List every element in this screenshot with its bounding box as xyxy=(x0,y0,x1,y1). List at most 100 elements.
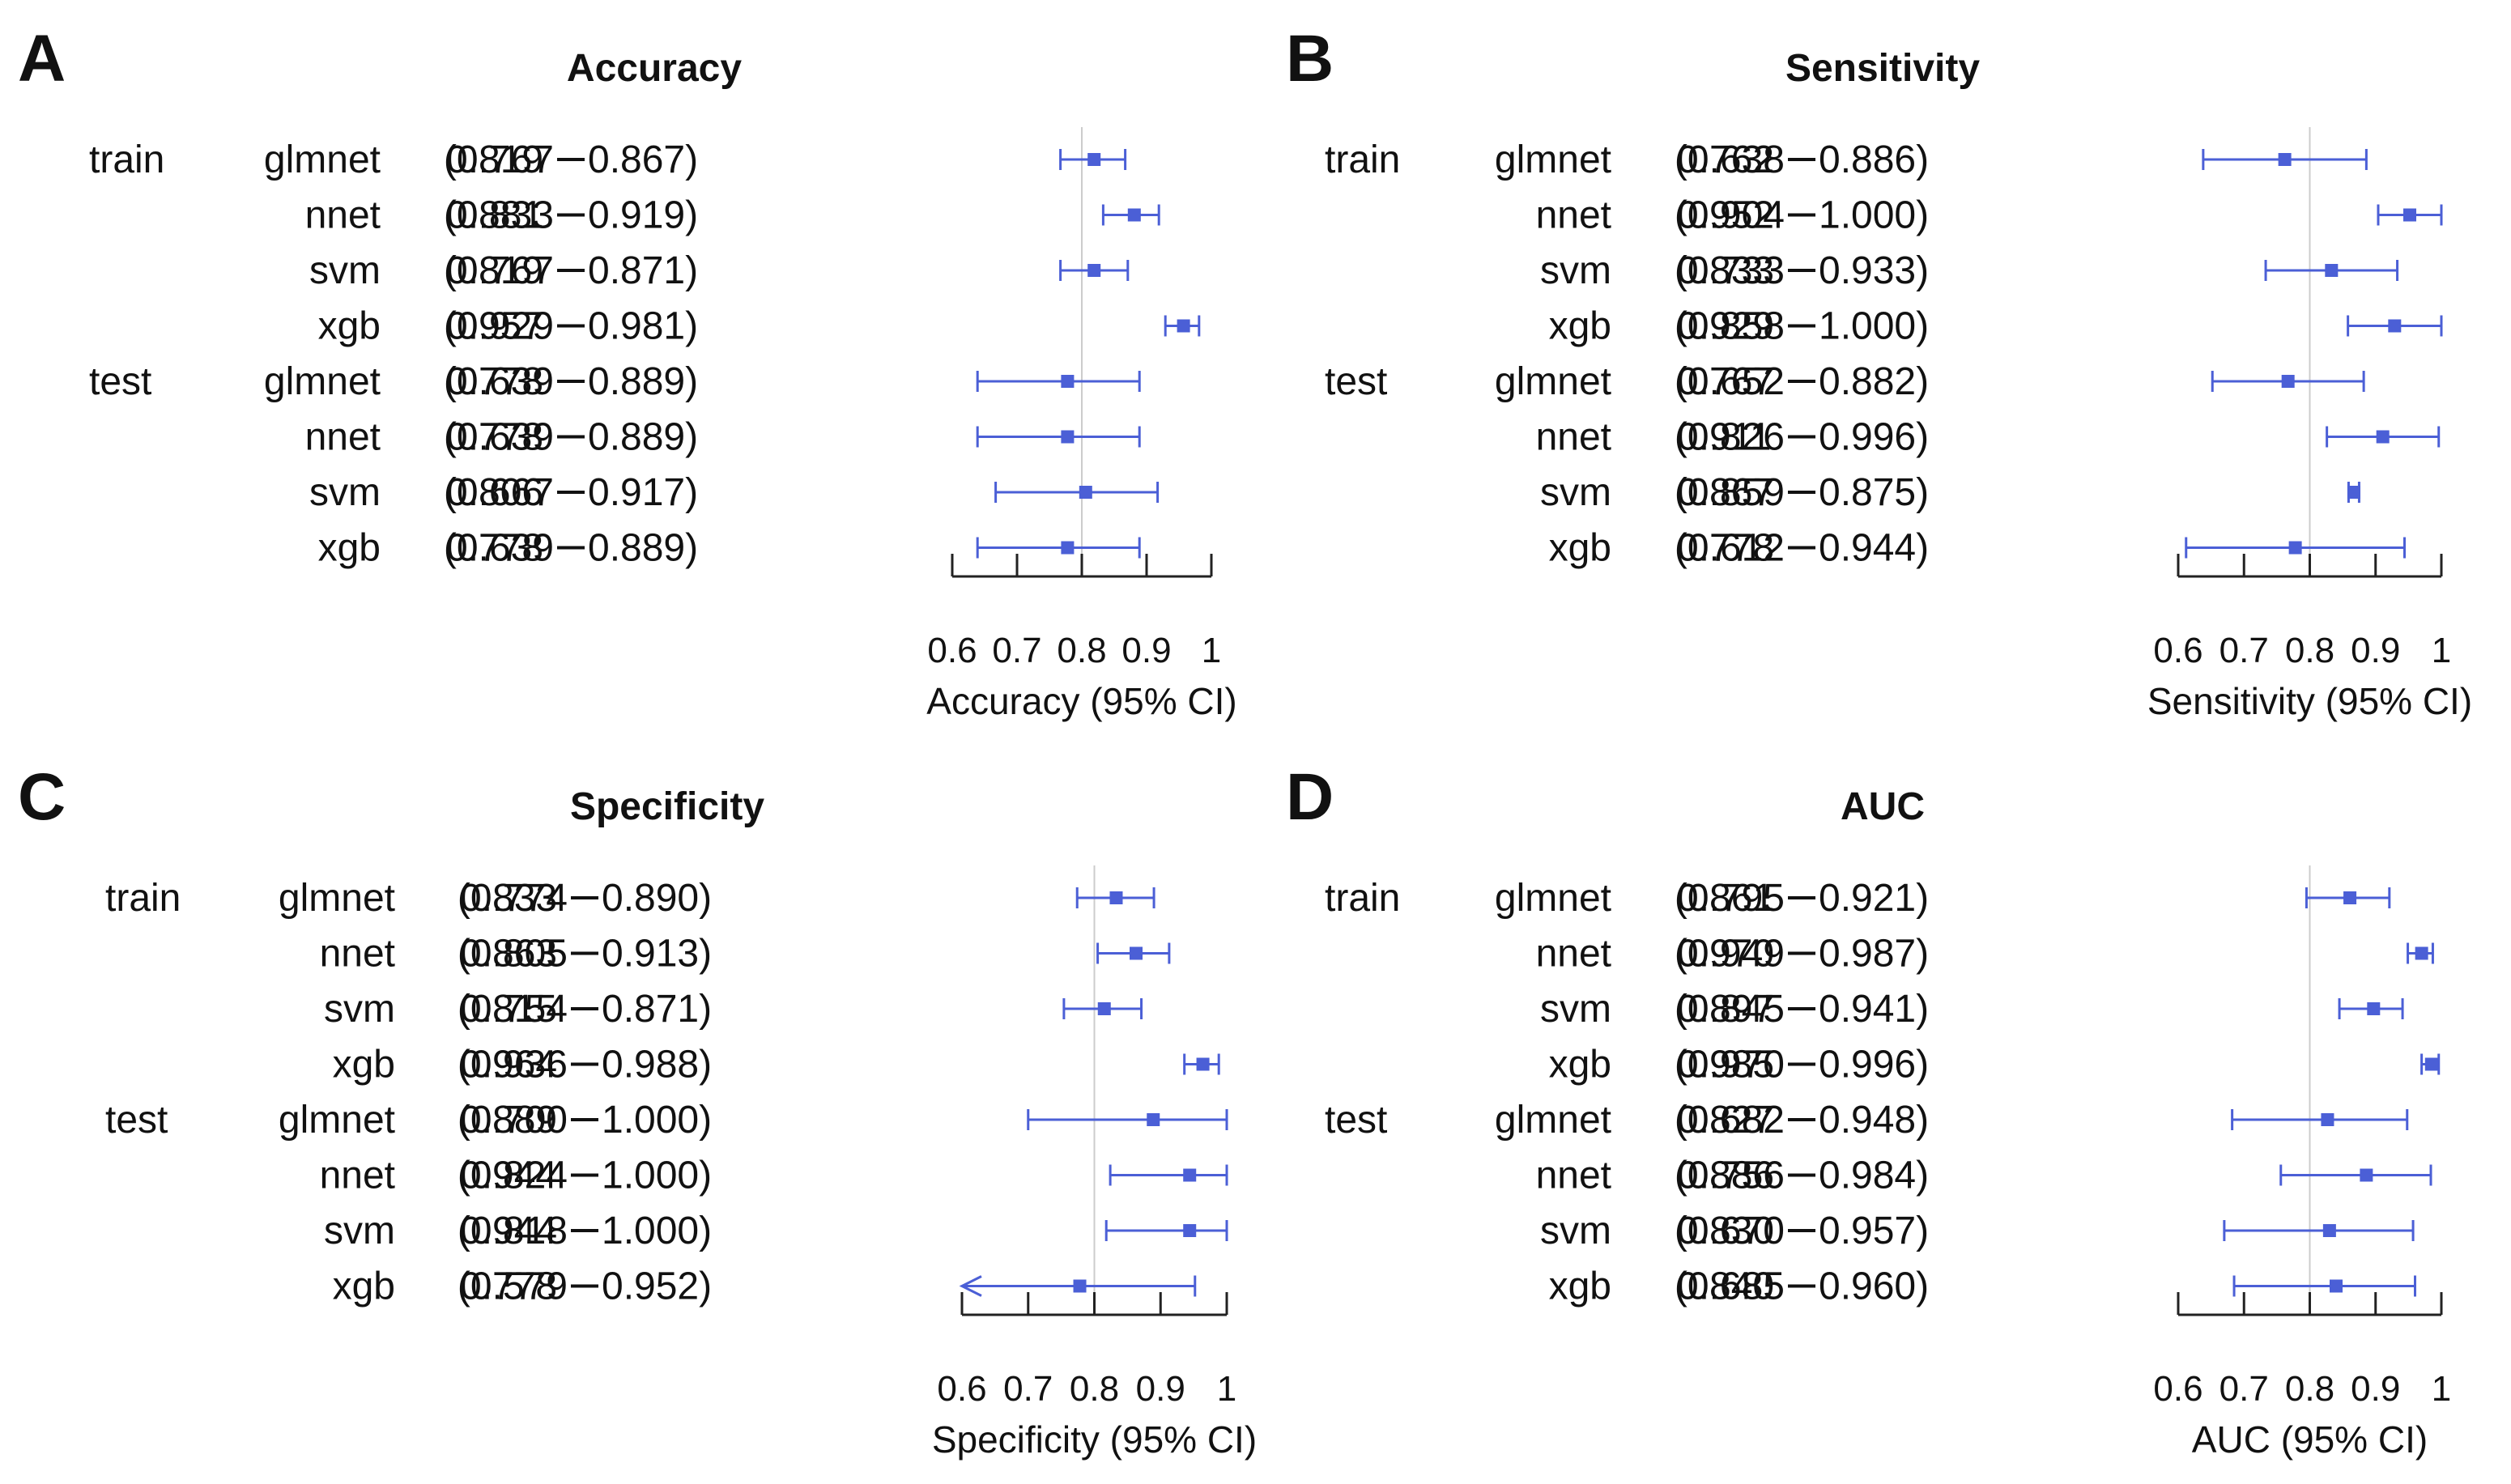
ci-lower-value: (0.970 xyxy=(1675,1044,1785,1086)
ci-lower-value: (0.638 xyxy=(1675,138,1785,181)
estimate-value: 0.833 xyxy=(460,877,557,920)
point-estimate xyxy=(2281,375,2295,388)
point-estimate xyxy=(2288,541,2302,555)
point-estimate xyxy=(2325,264,2339,277)
ci-lower-value: (0.774 xyxy=(458,877,568,920)
ci-lower-value: (0.929 xyxy=(444,305,554,348)
estimate-value: 0.806 xyxy=(446,471,543,514)
estimate-value: 0.827 xyxy=(1677,1099,1774,1142)
point-estimate xyxy=(2330,1279,2343,1293)
point-estimate xyxy=(2360,1168,2373,1182)
model-label: xgb xyxy=(318,527,381,570)
x-tick-label: 0.6 xyxy=(937,1369,986,1409)
x-axis-label: Sensitivity (95% CI) xyxy=(2147,680,2472,722)
panel-d: D AUC train glmnet 0.861(0.795 0.921) nnet 0.97… xyxy=(1286,760,2451,1461)
ci-upper-value: 1.000) xyxy=(602,1099,712,1142)
estimate-value: 0.830 xyxy=(1677,1210,1774,1252)
model-label: glmnet xyxy=(1495,877,1611,920)
estimate-value: 0.778 xyxy=(1677,527,1774,570)
panel-letter: D xyxy=(1286,760,1334,834)
model-label: nnet xyxy=(1536,194,1611,237)
point-estimate xyxy=(1130,946,1143,960)
model-label: nnet xyxy=(1536,933,1611,976)
ci-upper-value: 0.933) xyxy=(1819,249,1929,292)
point-estimate xyxy=(1196,1057,1210,1071)
estimate-value: 0.944 xyxy=(460,1210,557,1252)
point-estimate xyxy=(2424,1057,2438,1071)
point-estimate xyxy=(2343,891,2357,904)
ci-upper-value: 0.867) xyxy=(588,138,698,181)
ci-lower-value: (0.936 xyxy=(458,1044,568,1086)
ci-lower-value: (0.754 xyxy=(458,988,568,1031)
ci-upper-value: 0.988) xyxy=(602,1044,712,1086)
ci-upper-value: 1.000) xyxy=(1819,194,1929,237)
model-label: glmnet xyxy=(264,360,381,403)
estimate-value: 0.778 xyxy=(446,527,543,570)
ci-lower-value: (0.949 xyxy=(1675,933,1785,976)
model-label: nnet xyxy=(305,416,381,459)
point-estimate xyxy=(1061,375,1075,388)
ci-lower-value: (0.904 xyxy=(1675,194,1785,237)
ci-lower-value: (0.579 xyxy=(458,1265,568,1308)
estimate-value: 0.952 xyxy=(1677,194,1774,237)
ci-lower-value: (0.700 xyxy=(458,1099,568,1142)
group-label: test xyxy=(105,1099,168,1142)
model-label: svm xyxy=(309,471,381,514)
model-label: glmnet xyxy=(279,877,395,920)
point-estimate xyxy=(1073,1279,1087,1293)
ci-lower-value: (0.639 xyxy=(444,360,554,403)
ci-upper-value: 0.948) xyxy=(1819,1099,1929,1142)
x-tick-label: 0.6 xyxy=(2153,631,2202,670)
x-tick-label: 0.9 xyxy=(2351,631,2400,670)
model-label: xgb xyxy=(1549,305,1611,348)
ci-upper-value: 0.987) xyxy=(1819,933,1929,976)
panel-title: Specificity xyxy=(570,785,764,828)
ci-lower-value: (0.682 xyxy=(1675,1099,1785,1142)
group-label: train xyxy=(1325,138,1400,181)
ci-upper-value: 0.944) xyxy=(1819,527,1929,570)
ci-lower-value: (0.667 xyxy=(444,471,554,514)
ci-arrow-left xyxy=(959,1275,982,1297)
estimate-value: 0.778 xyxy=(460,1265,557,1308)
ci-upper-value: 0.919) xyxy=(588,194,698,237)
estimate-value: 0.886 xyxy=(1677,1154,1774,1197)
model-label: nnet xyxy=(320,1154,395,1197)
estimate-value: 0.767 xyxy=(1677,360,1774,403)
point-estimate xyxy=(2321,1113,2334,1126)
ci-lower-value: (0.639 xyxy=(444,416,554,459)
point-estimate xyxy=(1109,891,1123,904)
ci-upper-value: 1.000) xyxy=(602,1154,712,1197)
estimate-value: 0.863 xyxy=(460,933,557,976)
estimate-value: 0.970 xyxy=(1677,933,1774,976)
ci-upper-value: 0.889) xyxy=(588,360,698,403)
ci-upper-value: 1.000) xyxy=(602,1210,712,1252)
ci-lower-value: (0.652 xyxy=(1675,360,1785,403)
x-axis-label: Accuracy (95% CI) xyxy=(926,680,1236,722)
point-estimate xyxy=(1147,1113,1160,1126)
x-tick-label: 1 xyxy=(2432,1369,2451,1409)
model-label: nnet xyxy=(1536,416,1611,459)
point-estimate xyxy=(2376,430,2390,444)
ci-lower-value: (0.795 xyxy=(1675,877,1785,920)
ci-upper-value: 0.952) xyxy=(602,1265,712,1308)
group-label: train xyxy=(89,138,164,181)
estimate-value: 0.929 xyxy=(1677,305,1774,348)
x-tick-label: 1 xyxy=(1202,631,1221,670)
ci-lower-value: (0.767 xyxy=(444,138,554,181)
ci-lower-value: (0.805 xyxy=(458,933,568,976)
ci-upper-value: 0.960) xyxy=(1819,1265,1929,1308)
estimate-value: 0.985 xyxy=(1677,1044,1774,1086)
x-tick-label: 1 xyxy=(2432,631,2451,670)
point-estimate xyxy=(1183,1224,1197,1237)
ci-lower-value: (0.670 xyxy=(1675,1210,1785,1252)
ci-upper-value: 0.921) xyxy=(1819,877,1929,920)
ci-upper-value: 0.871) xyxy=(588,249,698,292)
x-tick-label: 0.7 xyxy=(2219,631,2269,670)
group-label: train xyxy=(1325,877,1400,920)
panel-title: Sensitivity xyxy=(1785,47,1980,90)
point-estimate xyxy=(1061,430,1075,444)
estimate-value: 0.778 xyxy=(446,360,543,403)
x-tick-label: 0.7 xyxy=(1003,1369,1053,1409)
ci-upper-value: 0.882) xyxy=(1819,360,1929,403)
